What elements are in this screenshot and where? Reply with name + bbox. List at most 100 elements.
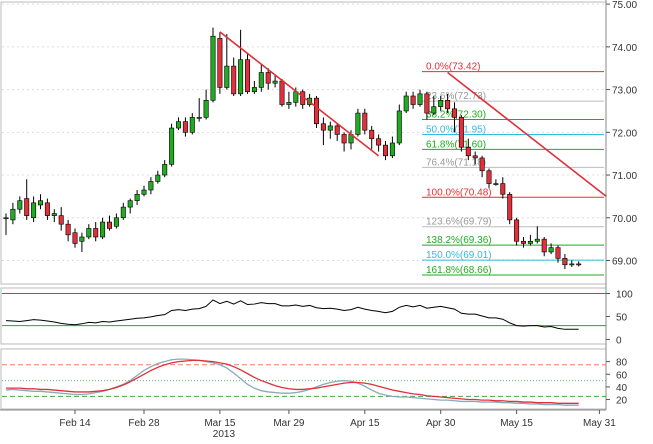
stochastic-panel-frame bbox=[0, 348, 607, 410]
axes-layer: 75.00 74.00 73.00 72.00 71.00 70.00 69.00 100 50… bbox=[59, 0, 637, 440]
candle-body bbox=[279, 80, 285, 105]
price-tick-label: 74.00 bbox=[612, 43, 637, 54]
candle-body bbox=[72, 232, 78, 244]
x-tick-label: May 15 bbox=[500, 418, 533, 429]
candle-body bbox=[231, 65, 237, 95]
candle-body bbox=[238, 59, 244, 95]
candle-body bbox=[182, 121, 188, 133]
candle-body bbox=[155, 174, 161, 182]
candle-body bbox=[458, 117, 464, 148]
candle-body bbox=[210, 35, 216, 101]
oscillator-tick-label: 0 bbox=[616, 335, 622, 346]
oscillator-tick-label: 100 bbox=[616, 290, 633, 301]
x-axis-year-label: 2013 bbox=[213, 429, 236, 439]
oscillator-tick-label: 50 bbox=[616, 312, 628, 323]
stochastic-tick-label: 80 bbox=[616, 358, 628, 369]
candle-body bbox=[534, 238, 540, 242]
candle-body bbox=[58, 215, 64, 225]
candle-body bbox=[44, 202, 50, 216]
stochastic-panel bbox=[2, 358, 606, 406]
price-tick-label: 72.00 bbox=[612, 128, 637, 139]
candle-body bbox=[445, 99, 451, 110]
candle-body bbox=[169, 127, 175, 165]
stochastic-tick-label: 20 bbox=[616, 396, 628, 407]
x-tick-label: Apr 15 bbox=[350, 418, 380, 429]
candle-body bbox=[341, 134, 347, 144]
oscillator-panel bbox=[2, 293, 606, 330]
candle-body bbox=[272, 80, 278, 84]
candle-body bbox=[334, 125, 340, 135]
candle-body bbox=[141, 189, 147, 195]
fib-level-label: 23.6%(72.73) bbox=[426, 91, 486, 102]
x-tick-label: Mar 15 bbox=[204, 418, 236, 429]
candle-body bbox=[203, 99, 209, 118]
candle-body bbox=[148, 181, 154, 191]
stochastic-series-line bbox=[6, 359, 579, 404]
candle-body bbox=[327, 125, 333, 131]
fib-level-label: 50.0%(71.95) bbox=[426, 124, 486, 135]
candle-body bbox=[520, 240, 526, 244]
candle-body bbox=[424, 93, 430, 114]
candle-body bbox=[417, 93, 423, 105]
candle-body bbox=[265, 72, 271, 84]
candle-body bbox=[465, 146, 471, 157]
price-tick-label: 70.00 bbox=[612, 214, 637, 225]
candle-body bbox=[376, 138, 382, 146]
fib-level-label: 138.2%(69.36) bbox=[426, 235, 492, 246]
candle-body bbox=[245, 59, 251, 93]
candle-body bbox=[472, 155, 478, 159]
candle-body bbox=[86, 228, 92, 238]
candle-body bbox=[576, 263, 582, 266]
candles-layer bbox=[3, 27, 582, 270]
candle-body bbox=[555, 247, 561, 259]
candle-body bbox=[258, 72, 264, 88]
candle-body bbox=[313, 97, 319, 125]
price-tick-label: 75.00 bbox=[612, 0, 637, 11]
candle-body bbox=[396, 110, 402, 144]
candle-body bbox=[527, 240, 533, 244]
price-panel-frame bbox=[0, 1, 607, 285]
fib-level-label: 76.4%(71.18) bbox=[426, 157, 486, 168]
candle-body bbox=[224, 65, 230, 88]
candle-body bbox=[500, 183, 506, 195]
fib-level-label: 100.0%(70.48) bbox=[426, 187, 492, 198]
candle-body bbox=[79, 236, 85, 242]
fib-level-label: 150.0%(69.01) bbox=[426, 250, 492, 261]
price-tick-label: 71.00 bbox=[612, 171, 637, 182]
fib-level-label: 123.6%(69.79) bbox=[426, 217, 492, 228]
stochastic-tick-label: 40 bbox=[616, 383, 628, 394]
candle-body bbox=[217, 38, 223, 88]
candle-body bbox=[134, 193, 140, 201]
candle-body bbox=[120, 206, 126, 219]
candle-body bbox=[438, 99, 444, 107]
trendlines-layer bbox=[219, 31, 607, 198]
candle-body bbox=[37, 200, 43, 206]
x-tick-label: Feb 28 bbox=[128, 418, 160, 429]
candle-body bbox=[10, 208, 16, 221]
candle-body bbox=[162, 164, 168, 176]
candle-body bbox=[51, 213, 57, 216]
candle-body bbox=[127, 200, 133, 208]
trendline bbox=[447, 71, 607, 198]
candle-body bbox=[93, 228, 99, 238]
candle-body bbox=[431, 106, 437, 114]
candle-body bbox=[382, 144, 388, 157]
trendline bbox=[219, 31, 380, 157]
stochastic-tick-label: 60 bbox=[616, 370, 628, 381]
candle-body bbox=[196, 117, 202, 119]
candle-body bbox=[493, 183, 499, 185]
price-tick-label: 73.00 bbox=[612, 86, 637, 97]
candle-body bbox=[541, 238, 547, 253]
candle-body bbox=[569, 263, 575, 266]
fib-level-label: 0.0%(73.42) bbox=[426, 62, 480, 73]
candle-body bbox=[403, 95, 409, 112]
candle-body bbox=[486, 170, 492, 184]
candle-body bbox=[189, 117, 195, 133]
candle-body bbox=[320, 123, 326, 131]
candle-body bbox=[176, 121, 182, 129]
candle-body bbox=[369, 129, 375, 140]
price-tick-label: 69.00 bbox=[612, 257, 637, 268]
grid-layer bbox=[0, 0, 607, 411]
